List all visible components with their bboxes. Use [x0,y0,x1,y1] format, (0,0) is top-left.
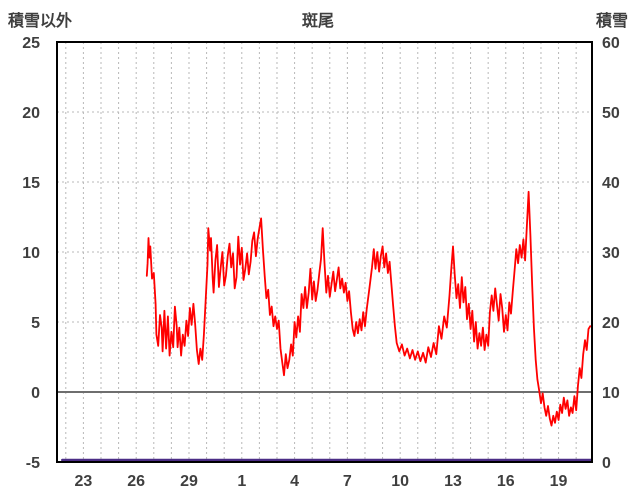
y-right-tick-label: 0 [602,455,611,472]
x-tick-label: 26 [127,473,145,490]
y-right-tick-label: 50 [602,105,620,122]
y-left-tick-label: 0 [31,385,40,402]
y-right-tick-label: 20 [602,315,620,332]
x-tick-label: 19 [550,473,568,490]
chart-title: 斑尾 [301,13,334,30]
y-right-tick-label: 40 [602,175,620,192]
x-tick-label: 10 [391,473,409,490]
y-left-tick-label: 15 [22,175,40,192]
y-right-tick-label: 60 [602,35,620,52]
x-tick-label: 7 [343,473,352,490]
x-tick-label: 1 [237,473,246,490]
x-tick-label: 4 [290,473,299,490]
x-tick-label: 23 [74,473,92,490]
x-tick-label: 29 [180,473,198,490]
y-right-tick-label: 30 [602,245,620,262]
series-line-temperature [145,190,592,427]
y-left-tick-label: 5 [31,315,40,332]
x-tick-label: 16 [497,473,515,490]
y-left-tick-label: 10 [22,245,40,262]
y-left-tick-label: -5 [26,455,40,472]
y-left-tick-label: 25 [22,35,40,52]
left-axis-title: 積雪以外 [8,13,73,30]
y-left-tick-label: 20 [22,105,40,122]
plot-border [56,41,593,463]
x-tick-label: 13 [444,473,462,490]
y-right-tick-label: 10 [602,385,620,402]
right-axis-title: 積雪 [595,13,628,30]
